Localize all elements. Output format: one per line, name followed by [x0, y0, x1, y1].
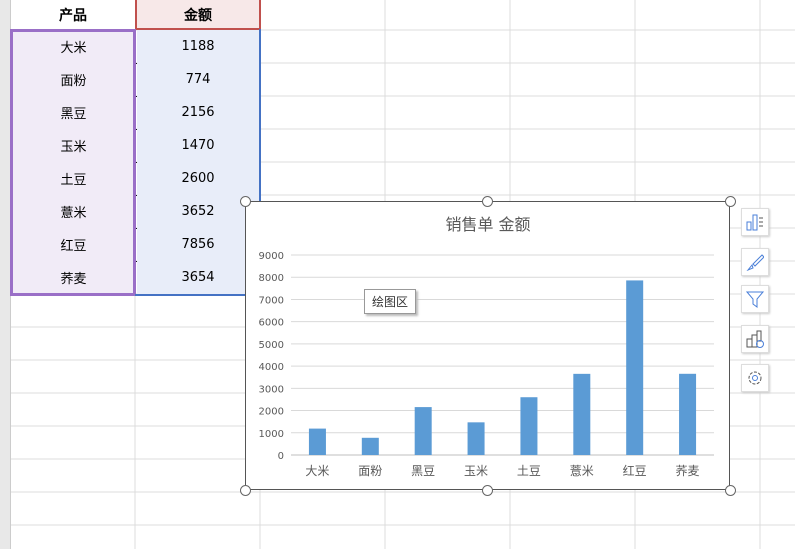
product-cell[interactable]: 玉米	[12, 129, 135, 162]
chart-style-icon	[746, 254, 764, 271]
product-cell[interactable]: 土豆	[12, 162, 135, 195]
chart-type-button[interactable]	[741, 325, 769, 353]
y-tick-label: 2000	[259, 407, 284, 418]
amount-cell[interactable]: 1188	[137, 30, 259, 63]
x-tick-label: 面粉	[358, 464, 382, 478]
chart-title: 销售单 金额	[445, 215, 530, 234]
y-tick-label: 4000	[259, 362, 284, 373]
chart-style-button[interactable]	[741, 248, 769, 276]
resize-handle[interactable]	[239, 195, 251, 207]
x-tick-label: 玉米	[464, 464, 488, 478]
y-tick-label: 5000	[259, 340, 284, 351]
product-cell[interactable]: 大米	[12, 30, 135, 63]
product-range-selection	[10, 29, 136, 296]
bar[interactable]	[520, 397, 538, 455]
chart-settings-button[interactable]	[741, 364, 769, 392]
y-tick-label: 1000	[259, 429, 284, 440]
bar[interactable]	[414, 407, 432, 455]
bar[interactable]	[308, 428, 326, 455]
bar[interactable]	[361, 437, 379, 455]
filter-icon	[746, 291, 764, 308]
bar[interactable]	[626, 280, 644, 455]
y-tick-label: 8000	[259, 273, 284, 284]
amount-range-selection	[135, 29, 261, 296]
chart-svg: 销售单 金额 0 1000 2000 3000 4000 5000 6000 7000 8000…	[259, 215, 714, 478]
chart[interactable]: 销售单 金额 0 1000 2000 3000 4000 5000 6000 7000 8000…	[245, 201, 730, 490]
header-selection	[135, 0, 261, 30]
x-tick-label: 红豆	[623, 463, 647, 478]
x-tick-label: 土豆	[517, 464, 541, 478]
x-tick-label: 大米	[305, 464, 329, 478]
header-amount[interactable]: 金额	[136, 0, 260, 30]
x-tick-label: 荞麦	[676, 464, 700, 478]
settings-icon	[748, 371, 762, 385]
chart-elements-icon	[746, 214, 763, 231]
product-cell[interactable]: 薏米	[12, 195, 135, 228]
amount-cell[interactable]: 7856	[137, 228, 259, 261]
product-cell[interactable]: 黑豆	[12, 96, 135, 129]
x-tick-label: 黑豆	[411, 464, 435, 478]
plot-area-tooltip: 绘图区	[364, 289, 417, 314]
amount-cell[interactable]: 2156	[137, 96, 259, 129]
resize-handle[interactable]	[481, 484, 493, 496]
chart-elements-button[interactable]	[741, 208, 769, 236]
amount-cell[interactable]: 3654	[137, 261, 259, 294]
x-tick-label: 薏米	[570, 464, 594, 478]
resize-handle[interactable]	[239, 484, 251, 496]
chart-filter-button[interactable]	[741, 285, 769, 313]
header-product[interactable]: 产品	[11, 0, 135, 30]
amount-cell[interactable]: 3652	[137, 195, 259, 228]
y-tick-label: 9000	[259, 251, 284, 262]
resize-handle[interactable]	[724, 195, 736, 207]
y-tick-label: 7000	[259, 295, 284, 306]
product-cell[interactable]: 荞麦	[12, 261, 135, 294]
resize-handle[interactable]	[724, 484, 736, 496]
product-cell[interactable]: 红豆	[12, 228, 135, 261]
chart-type-icon	[746, 330, 764, 348]
bar[interactable]	[679, 373, 697, 455]
resize-handle[interactable]	[481, 195, 493, 207]
amount-cell[interactable]: 774	[137, 63, 259, 96]
y-tick-label: 6000	[259, 318, 284, 329]
product-cell[interactable]: 面粉	[12, 63, 135, 96]
y-tick-label: 0	[278, 451, 284, 462]
amount-cell[interactable]: 1470	[137, 129, 259, 162]
amount-cell[interactable]: 2600	[137, 162, 259, 195]
y-tick-label: 3000	[259, 384, 284, 395]
bar[interactable]	[467, 422, 485, 455]
bar[interactable]	[573, 373, 591, 455]
